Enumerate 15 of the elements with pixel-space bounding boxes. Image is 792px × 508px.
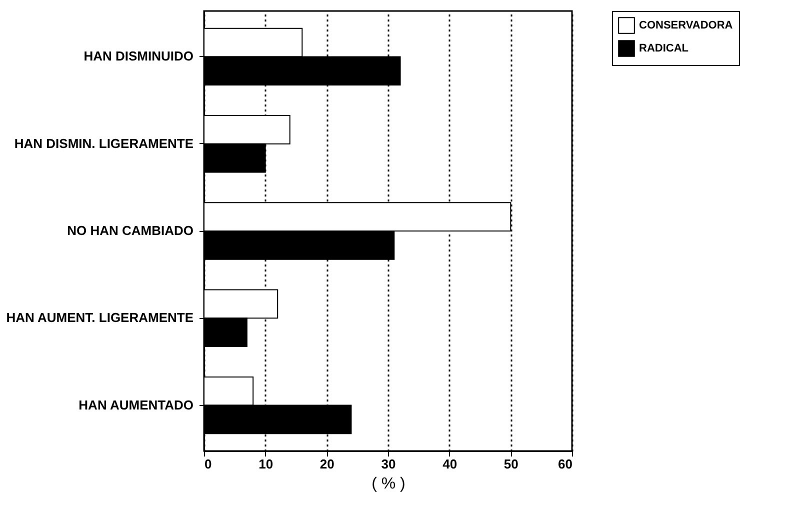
legend-label: RADICAL xyxy=(639,42,689,54)
legend-label: CONSERVADORA xyxy=(639,20,733,32)
y-tick-label: HAN DISMIN. LIGERAMENTE xyxy=(14,136,194,151)
x-tick-label: 0 xyxy=(204,456,212,472)
x-tick-label: 10 xyxy=(258,456,274,472)
x-tick-label: 30 xyxy=(381,456,396,472)
x-axis-title: ( % ) xyxy=(372,476,406,492)
x-tick-label: 40 xyxy=(442,456,458,472)
y-tick-label: HAN AUMENTADO xyxy=(78,397,194,412)
x-tick-label: 20 xyxy=(320,456,334,472)
x-tick-label: 50 xyxy=(504,456,518,472)
y-tick-label: NO HAN CAMBIADO xyxy=(67,223,194,238)
y-tick-label: HAN DISMINUIDO xyxy=(84,48,194,64)
y-tick-label: HAN AUMENT. LIGERAMENTE xyxy=(6,310,194,326)
x-tick-label: 60 xyxy=(558,456,572,472)
